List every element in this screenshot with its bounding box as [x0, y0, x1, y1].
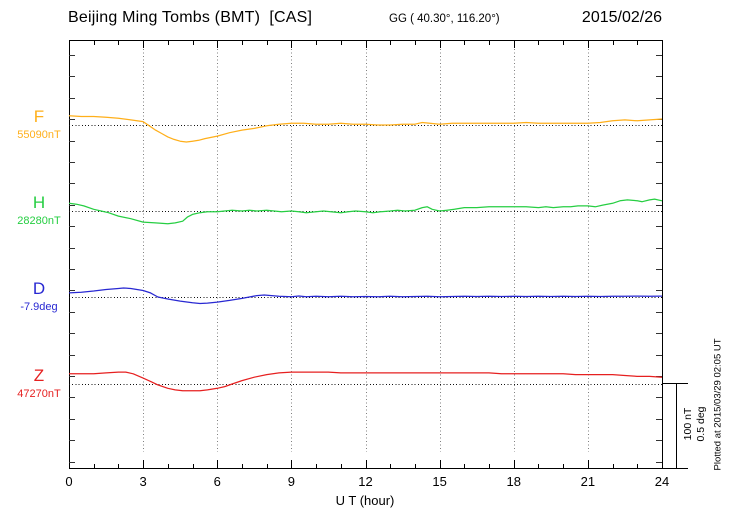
x-tick-label: 0	[65, 474, 73, 489]
series-value-F: 55090nT	[17, 129, 61, 141]
x-tick-label: 6	[213, 474, 221, 489]
x-tick-label: 21	[580, 474, 596, 489]
station-coordinates: GG ( 40.30°, 116.20°)	[389, 13, 500, 25]
x-tick-label: 15	[432, 474, 447, 489]
series-label-D: D -7.9deg	[10, 279, 68, 313]
scale-bar-label-nt: 100 nT	[682, 407, 694, 441]
series-value-Z: 47270nT	[17, 388, 61, 400]
scale-bar-label-deg: 0.5 deg	[695, 406, 707, 442]
series-value-D: -7.9deg	[20, 301, 58, 313]
series-letter-H: H	[32, 193, 46, 212]
x-tick-label: 9	[287, 474, 295, 489]
series-letter-Z: Z	[33, 366, 45, 385]
x-tick-label: 24	[654, 474, 670, 489]
plot-date: 2015/02/26	[581, 9, 662, 26]
x-axis-title: U T (hour)	[335, 493, 395, 508]
series-letter-D: D	[32, 279, 46, 298]
trace-D	[68, 287, 663, 305]
x-tick-label: 18	[506, 474, 521, 489]
trace-Z	[69, 371, 663, 392]
series-label-Z: Z 47270nT	[10, 366, 68, 400]
series-label-H: H 28280nT	[10, 193, 68, 227]
trace-F	[68, 115, 663, 143]
scale-bar-labels: 100 nT 0.5 deg	[682, 403, 708, 445]
plotted-at-note: Plotted at 2015/03/29 02:05 UT	[712, 338, 724, 471]
x-tick-label: 12	[358, 474, 373, 489]
series-label-F: F 55090nT	[10, 107, 68, 141]
series-value-H: 28280nT	[17, 215, 61, 227]
page-title: Beijing Ming Tombs (BMT) [CAS]	[68, 9, 313, 26]
trace-H	[68, 198, 663, 225]
x-tick-label: 3	[139, 474, 147, 489]
series-letter-F: F	[33, 107, 45, 126]
